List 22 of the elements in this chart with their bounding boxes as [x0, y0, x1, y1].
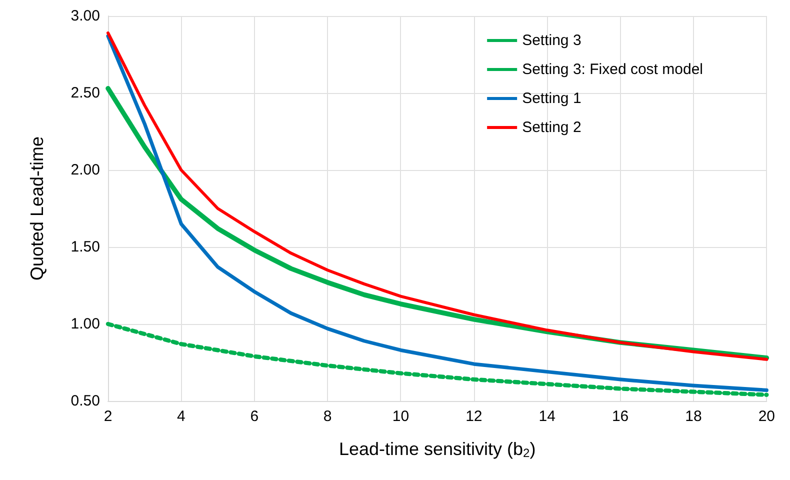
y-tick-label: 2.00 [70, 162, 100, 178]
legend-label: Setting 1 [522, 90, 582, 107]
y-axis-title: Quoted Lead-time [27, 136, 47, 281]
x-tick-label: 8 [323, 408, 332, 425]
x-tick-label: 12 [466, 408, 482, 425]
x-tick-label: 16 [612, 408, 629, 425]
x-tick-label: 18 [685, 408, 702, 425]
y-tick-label: 1.50 [70, 238, 100, 256]
x-tick-label: 20 [758, 408, 775, 425]
line-series [106, 322, 769, 397]
x-tick-label: 14 [538, 408, 556, 425]
legend-label: Setting 3 [522, 32, 582, 49]
x-tick-label: 2 [104, 408, 112, 425]
x-tick-label: 4 [177, 408, 186, 425]
legend-label: Setting 3: Fixed cost model [522, 61, 704, 78]
y-tick-label: 2.50 [70, 84, 100, 102]
x-tick-label: 6 [250, 408, 259, 425]
y-tick-label: 3.00 [70, 8, 100, 24]
y-tick-label: 0.50 [70, 392, 100, 410]
y-tick-label: 1.00 [70, 316, 100, 332]
x-tick-label: 10 [392, 408, 410, 425]
legend-label: Setting 2 [522, 119, 582, 136]
